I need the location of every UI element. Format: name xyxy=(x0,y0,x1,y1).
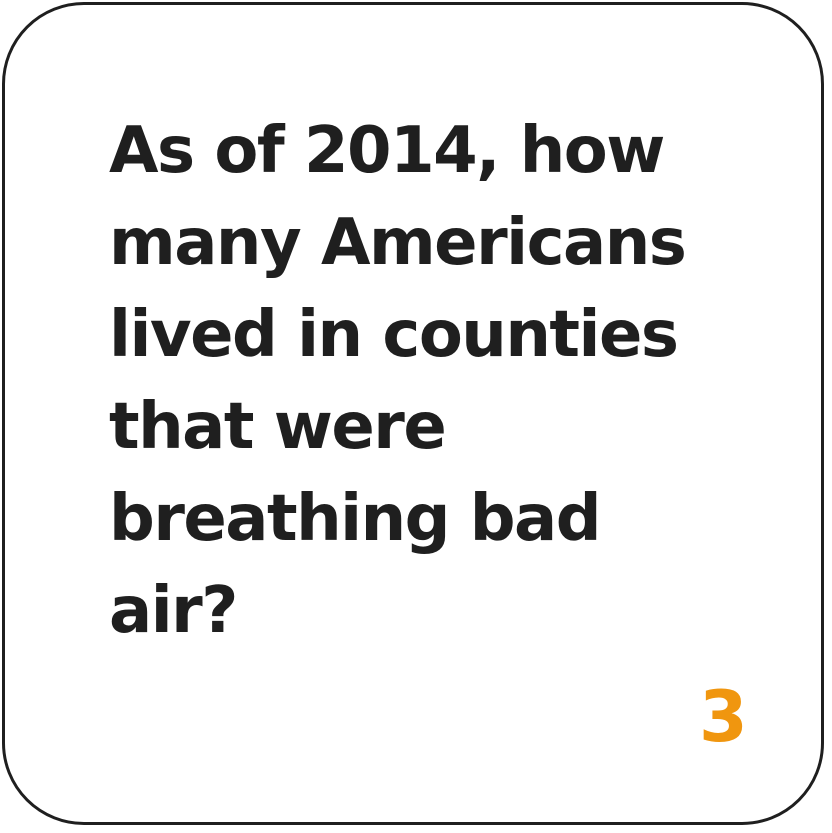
question-line: breathing bad xyxy=(109,482,602,556)
question-card: As of 2014, how many Americans lived in … xyxy=(2,2,824,825)
question-line: that were xyxy=(109,390,447,464)
card-number: 3 xyxy=(699,676,748,758)
question-line: lived in counties xyxy=(109,298,679,372)
question-line: air? xyxy=(109,574,238,648)
question-line: As of 2014, how xyxy=(109,114,665,188)
question-text: As of 2014, how many Americans lived in … xyxy=(109,105,749,657)
question-line: many Americans xyxy=(109,206,687,280)
